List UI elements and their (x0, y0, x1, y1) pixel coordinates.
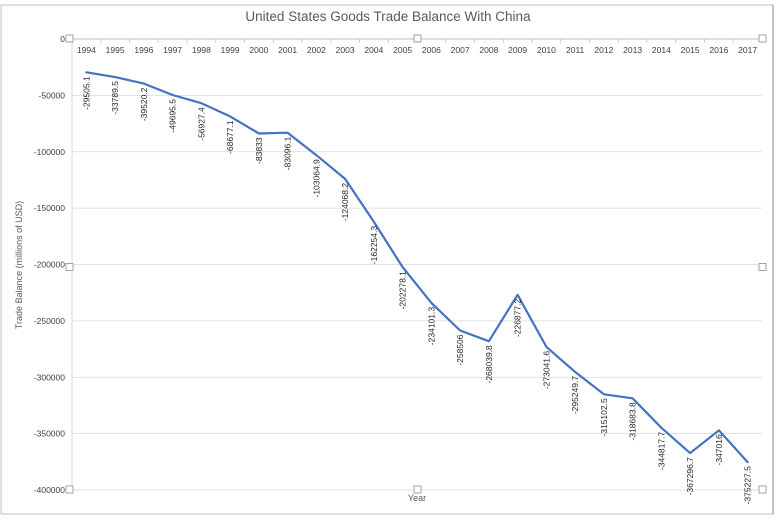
data-label: -83096.1 (283, 136, 293, 170)
x-tick-label: 2003 (336, 45, 355, 55)
data-label: -375227.5 (743, 466, 753, 505)
resize-handle[interactable] (65, 34, 74, 43)
y-tick-label: -150000 (34, 203, 65, 213)
y-tick-label: -50000 (39, 90, 66, 100)
resize-handle[interactable] (758, 485, 767, 494)
y-tick-label: -350000 (34, 429, 65, 439)
x-tick-label: 2014 (652, 45, 671, 55)
x-tick-label: 2015 (681, 45, 700, 55)
data-label: -347016 (714, 434, 724, 465)
resize-handle[interactable] (413, 34, 422, 43)
x-tick-label: 2004 (364, 45, 383, 55)
y-tick-label: -400000 (34, 485, 65, 495)
x-tick-label: 2012 (594, 45, 613, 55)
y-tick-label: -250000 (34, 316, 65, 326)
series-line[interactable] (85, 71, 749, 464)
series-line-group (85, 71, 749, 464)
data-label: -295249.7 (570, 376, 580, 415)
data-label: -33789.5 (110, 81, 120, 115)
resize-handle[interactable] (413, 485, 422, 494)
x-tick-label: 2007 (451, 45, 470, 55)
selection-handles (65, 34, 767, 494)
data-label: -83833 (254, 137, 264, 164)
data-label: -103064.9 (311, 159, 321, 198)
data-label: -268039.8 (484, 345, 494, 384)
data-label: -39520.2 (139, 87, 149, 121)
x-tick-label: 2006 (422, 45, 441, 55)
x-tick-label: 2011 (566, 45, 585, 55)
data-label: -367296.7 (685, 457, 695, 496)
data-label: -234101.3 (426, 307, 436, 346)
y-tick-label: 0 (60, 34, 65, 44)
x-tick-label: 1994 (77, 45, 96, 55)
data-label: -56927.4 (196, 107, 206, 141)
x-tick-label: 2000 (249, 45, 268, 55)
resize-handle[interactable] (758, 263, 767, 271)
resize-handle[interactable] (65, 485, 74, 494)
data-labels: -29505.1 -33789.5 -39520.2 -49695.5 -56927.4… (81, 76, 752, 504)
x-axis-ticks: 1994 1995 1996 1997 1998 1999 2000 2001 2002 2003… (77, 45, 757, 55)
data-label: -226877.2 (513, 299, 523, 338)
data-label: -273041.6 (541, 351, 551, 390)
data-label: -202278.1 (398, 271, 408, 310)
x-tick-label: 1995 (106, 45, 125, 55)
x-tick-label: 2013 (623, 45, 642, 55)
chart-area-border (0, 4, 774, 515)
chart-title: United States Goods Trade Balance With C… (245, 9, 531, 24)
x-tick-label: 2005 (393, 45, 412, 55)
data-label: -315102.5 (599, 398, 609, 437)
x-tick-label: 2001 (278, 45, 297, 55)
x-tick-label: 1996 (134, 45, 153, 55)
data-label: -258506 (455, 334, 465, 365)
resize-handle[interactable] (758, 34, 767, 43)
y-axis-title: Trade Balance (millions of USD) (14, 201, 24, 329)
y-tick-label: -100000 (34, 147, 65, 157)
x-tick-label: 1998 (192, 45, 211, 55)
y-axis-ticks: 0 -50000 -100000 -150000 -200000 -250000 -3000… (34, 34, 65, 495)
x-tick-label: 2016 (709, 45, 728, 55)
x-tick-label: 2009 (508, 45, 527, 55)
y-tick-label: -300000 (34, 372, 65, 382)
data-label: -124068.2 (340, 183, 350, 222)
x-tick-label: 2008 (479, 45, 498, 55)
data-label: -68677.1 (225, 120, 235, 154)
data-label: -344817.7 (656, 432, 666, 471)
data-label: -29505.1 (81, 76, 91, 110)
data-label: -49695.5 (168, 99, 178, 133)
y-tick-label: -200000 (34, 260, 65, 270)
data-label: -318683.8 (628, 402, 638, 441)
x-tick-label: 1999 (221, 45, 240, 55)
x-axis-title: Year (408, 493, 426, 503)
resize-handle[interactable] (65, 263, 74, 271)
data-label: -162254.3 (369, 226, 379, 265)
x-tick-label: 2002 (307, 45, 326, 55)
x-tick-label: 2017 (738, 45, 757, 55)
x-tick-label: 2010 (537, 45, 556, 55)
x-tick-label: 1997 (163, 45, 182, 55)
